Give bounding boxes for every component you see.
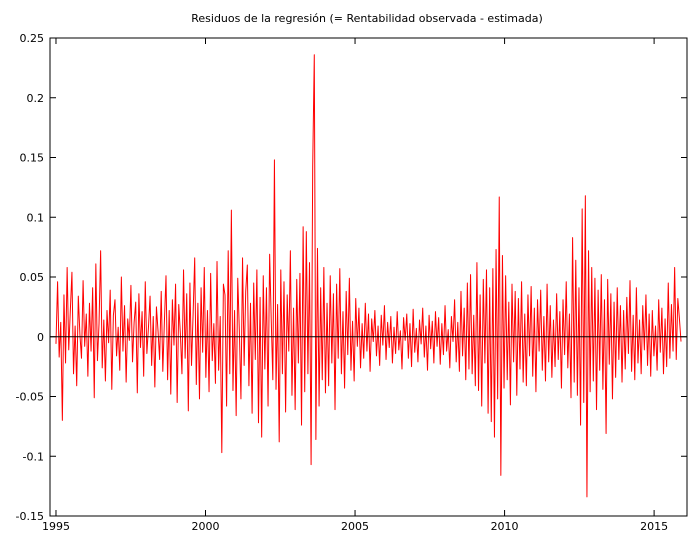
y-tick-label: -0.1 [23,450,44,463]
y-tick-label: 0.1 [27,211,45,224]
x-tick-label: 2000 [192,520,220,533]
y-tick-label: 0.15 [20,152,45,165]
chart-title: Residuos de la regresión (= Rentabilidad… [191,12,543,25]
y-tick-label: 0.05 [20,271,45,284]
x-tick-label: 2005 [341,520,369,533]
y-tick-label: -0.15 [16,510,44,523]
plot-area: -0.15 -0.1 -0.05 0 0.05 0.1 0.15 0.2 0.25 1995 200… [16,32,688,533]
y-tick-label: -0.05 [16,391,44,404]
residuals-series-line [55,54,682,498]
x-tick-label: 2015 [640,520,668,533]
x-tick-label: 2010 [491,520,519,533]
y-tick-label: 0.25 [20,32,45,45]
y-tick-label: 0 [37,331,44,344]
x-tick-label: 1995 [42,520,70,533]
y-tick-label: 0.2 [27,92,45,105]
